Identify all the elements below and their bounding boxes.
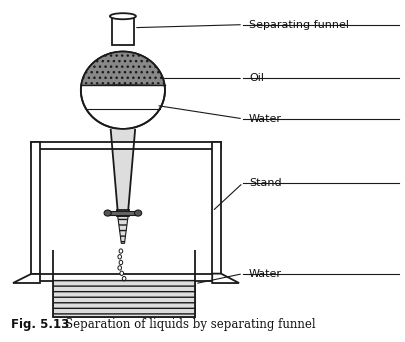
Bar: [112, 16, 134, 45]
Polygon shape: [117, 216, 128, 244]
Text: Separation of liquids by separating funnel: Separation of liquids by separating funn…: [65, 318, 315, 331]
Bar: [107, 211, 138, 215]
Ellipse shape: [122, 276, 126, 281]
Ellipse shape: [81, 52, 164, 129]
Ellipse shape: [119, 249, 122, 253]
Circle shape: [134, 210, 141, 216]
Text: Fig. 5.13: Fig. 5.13: [11, 318, 69, 331]
Ellipse shape: [117, 266, 121, 270]
Text: Oil: Oil: [248, 74, 263, 83]
Bar: [31, 274, 220, 281]
Text: Separating funnel: Separating funnel: [248, 19, 348, 30]
Circle shape: [104, 210, 111, 216]
Bar: [53, 280, 194, 317]
Polygon shape: [13, 274, 40, 283]
Text: Water: Water: [248, 268, 281, 279]
Bar: [31, 142, 220, 149]
Text: Water: Water: [248, 114, 281, 124]
Ellipse shape: [119, 271, 123, 275]
Polygon shape: [111, 129, 135, 211]
Ellipse shape: [117, 254, 121, 259]
Polygon shape: [81, 52, 164, 85]
Ellipse shape: [119, 260, 122, 265]
Bar: [31, 142, 40, 274]
Ellipse shape: [110, 13, 136, 19]
Polygon shape: [212, 274, 239, 283]
Bar: [212, 142, 220, 274]
Bar: [117, 210, 128, 216]
Text: Stand: Stand: [248, 178, 281, 188]
